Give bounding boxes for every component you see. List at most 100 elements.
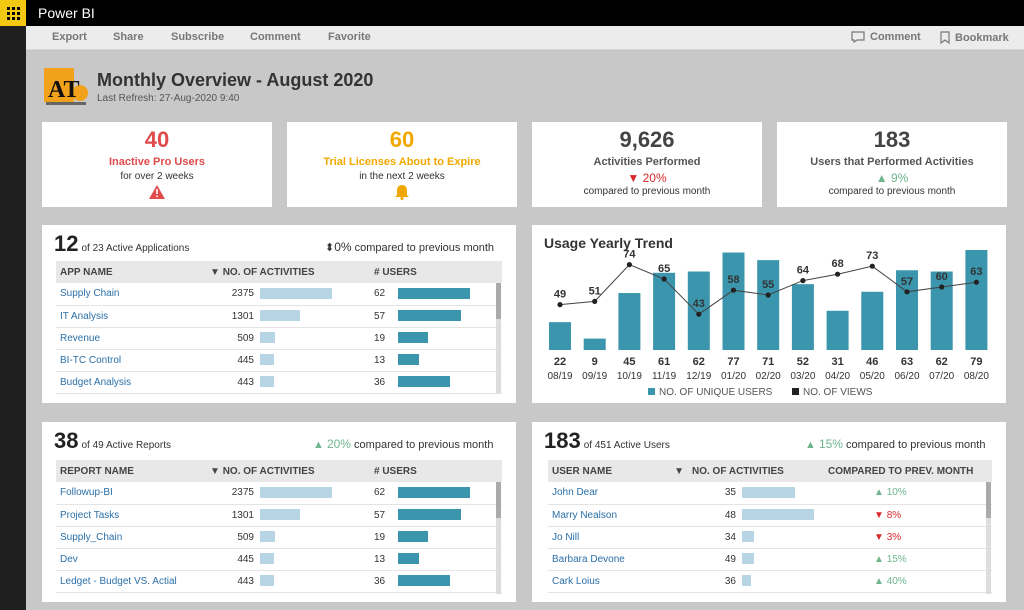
row-name[interactable]: Cark Loius — [548, 570, 688, 593]
views-data-label: 60 — [936, 271, 948, 283]
x-tick-label: 07/20 — [929, 371, 954, 382]
bar-unique-users[interactable] — [583, 338, 606, 350]
row-name[interactable]: Marry Nealson — [548, 504, 688, 527]
row-name[interactable]: Revenue — [56, 327, 206, 350]
bar-unique-users[interactable] — [618, 293, 641, 350]
activities-bar — [742, 531, 755, 543]
views-data-label: 74 — [623, 249, 636, 261]
scroll-thumb[interactable] — [496, 283, 501, 319]
bar-unique-users[interactable] — [757, 260, 780, 350]
table-row[interactable]: Ledget - Budget VS. Actial 443 36 — [56, 570, 502, 593]
row-name[interactable]: Followup-BI — [56, 482, 206, 505]
table-row[interactable]: Supply Chain 2375 62 — [56, 283, 502, 306]
table-row[interactable]: BI-TC Control 445 13 — [56, 349, 502, 372]
favorite-button[interactable]: Favorite — [328, 31, 371, 43]
table-row[interactable]: Jo Nill 34 ▼ 3% — [548, 526, 992, 549]
users-bar — [398, 487, 470, 499]
views-point[interactable] — [557, 302, 563, 308]
col-user-name[interactable]: USER NAME ▼ — [548, 460, 688, 482]
activities-bar — [742, 553, 755, 565]
row-name[interactable]: Project Tasks — [56, 504, 206, 527]
bar-unique-users[interactable] — [791, 284, 814, 350]
bar-unique-users[interactable] — [861, 291, 884, 350]
comment-right-button[interactable]: Comment — [851, 31, 921, 43]
col-report-name[interactable]: REPORT NAME — [56, 460, 206, 482]
kpi-users-active: 183 Users that Performed Activities ▲ 9%… — [777, 122, 1007, 207]
views-point[interactable] — [592, 298, 598, 304]
comment-icon — [851, 31, 865, 43]
export-button[interactable]: Export — [52, 31, 87, 43]
row-name[interactable]: Jo Nill — [548, 526, 688, 549]
legend-label-users: NO. OF UNIQUE USERS — [659, 387, 773, 398]
row-name[interactable]: Ledget - Budget VS. Actial — [56, 570, 206, 593]
bar-unique-users[interactable] — [549, 322, 571, 350]
row-name[interactable]: Budget Analysis — [56, 371, 206, 394]
app-launcher-button[interactable] — [0, 0, 26, 26]
x-tick-label: 08/20 — [964, 371, 989, 382]
col-compared[interactable]: COMPARED TO PREV. MONTH — [824, 460, 992, 482]
row-name[interactable]: IT Analysis — [56, 305, 206, 328]
scroll-thumb[interactable] — [986, 482, 991, 518]
row-activities: 509 — [206, 526, 370, 549]
bar-unique-users[interactable] — [826, 310, 849, 350]
table-row[interactable]: Followup-BI 2375 62 — [56, 482, 502, 505]
scroll-thumb[interactable] — [496, 482, 501, 518]
col-activities[interactable]: NO. OF ACTIVITIES — [688, 460, 824, 482]
bar-unique-users[interactable] — [653, 272, 676, 350]
bar-unique-users[interactable] — [896, 270, 918, 350]
apps-scrollbar[interactable] — [496, 283, 501, 393]
table-row[interactable]: IT Analysis 1301 57 — [56, 305, 502, 328]
bar-unique-users[interactable] — [930, 271, 953, 350]
table-row[interactable]: Project Tasks 1301 57 — [56, 504, 502, 527]
bar-unique-users[interactable] — [965, 250, 988, 350]
activities-bar — [260, 509, 300, 521]
views-point[interactable] — [765, 292, 771, 298]
table-row[interactable]: Budget Analysis 443 36 — [56, 371, 502, 394]
bar-unique-users[interactable] — [687, 271, 710, 350]
users-scrollbar[interactable] — [986, 482, 991, 594]
views-point[interactable] — [626, 262, 632, 268]
kpi-value: 9,626 — [619, 127, 675, 152]
row-name[interactable]: Barbara Devone — [548, 548, 688, 571]
views-point[interactable] — [800, 278, 806, 284]
col-activities[interactable]: ▼ NO. OF ACTIVITIES — [206, 460, 370, 482]
comment-button[interactable]: Comment — [250, 31, 301, 43]
views-point[interactable] — [835, 271, 841, 277]
col-users[interactable]: # USERS — [370, 460, 502, 482]
views-point[interactable] — [696, 311, 702, 317]
up-arrow-icon: ▲ — [313, 439, 324, 451]
bar-unique-users[interactable] — [722, 252, 745, 350]
reports-scrollbar[interactable] — [496, 482, 501, 594]
down-arrow-icon: ▼ — [874, 509, 887, 521]
views-point[interactable] — [661, 276, 667, 282]
usage-chart-panel: Usage Yearly Trend 22 08/19 9 09/19 45 10/19 6… — [532, 225, 1006, 403]
bar-data-label: 63 — [901, 356, 913, 368]
views-point[interactable] — [973, 279, 979, 285]
kpi-sub: in the next 2 weeks — [359, 171, 445, 182]
row-name[interactable]: BI-TC Control — [56, 349, 206, 372]
table-row[interactable]: Supply_Chain 509 19 — [56, 526, 502, 549]
views-point[interactable] — [904, 289, 910, 295]
table-row[interactable]: Cark Loius 36 ▲ 40% — [548, 570, 992, 593]
row-name[interactable]: Dev — [56, 548, 206, 571]
bookmark-button[interactable]: Bookmark — [940, 31, 1009, 44]
views-point[interactable] — [869, 263, 875, 269]
col-activities[interactable]: ▼ NO. OF ACTIVITIES — [206, 261, 370, 283]
row-name[interactable]: Supply_Chain — [56, 526, 206, 549]
subscribe-button[interactable]: Subscribe — [171, 31, 225, 43]
row-activities: 445 — [206, 548, 370, 571]
views-point[interactable] — [730, 287, 737, 293]
bar-data-label: 79 — [970, 356, 982, 368]
table-row[interactable]: Marry Nealson 48 ▼ 8% — [548, 504, 992, 527]
table-row[interactable]: John Dear 35 ▲ 10% — [548, 482, 992, 505]
x-tick-label: 08/19 — [547, 371, 572, 382]
col-users[interactable]: # USERS — [370, 261, 502, 283]
table-row[interactable]: Barbara Devone 49 ▲ 15% — [548, 548, 992, 571]
table-row[interactable]: Revenue 509 19 — [56, 327, 502, 350]
views-point[interactable] — [939, 284, 945, 290]
row-name[interactable]: Supply Chain — [56, 283, 206, 306]
col-app-name[interactable]: APP NAME — [56, 261, 206, 283]
share-button[interactable]: Share — [113, 31, 144, 43]
row-name[interactable]: John Dear — [548, 482, 688, 505]
table-row[interactable]: Dev 445 13 — [56, 548, 502, 571]
